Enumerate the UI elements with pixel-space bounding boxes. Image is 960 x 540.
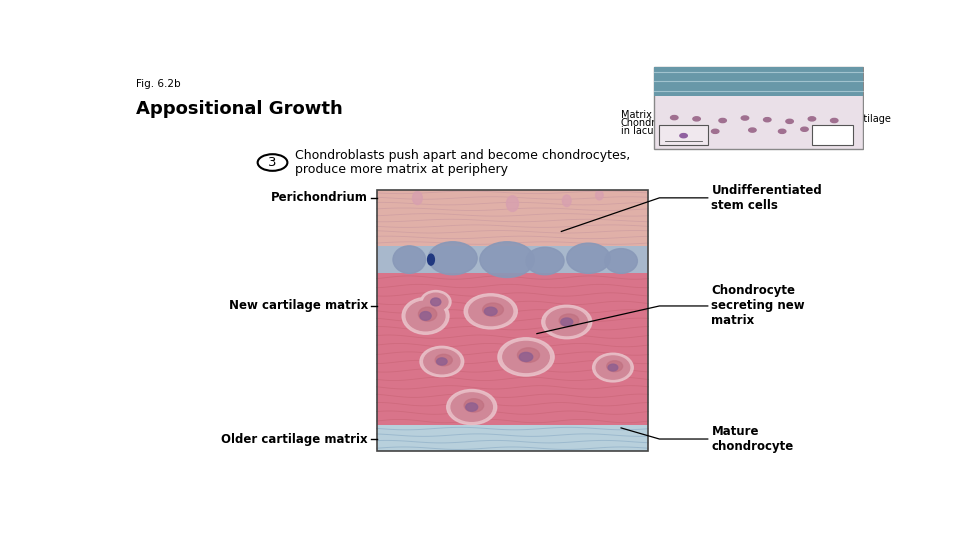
Text: Hyaline cartilage: Hyaline cartilage [808, 114, 891, 124]
Ellipse shape [607, 361, 623, 372]
Ellipse shape [431, 298, 441, 306]
Circle shape [741, 116, 749, 120]
Ellipse shape [596, 356, 630, 379]
Circle shape [830, 118, 838, 123]
Ellipse shape [406, 301, 444, 331]
Ellipse shape [526, 247, 564, 275]
Ellipse shape [592, 353, 634, 382]
Bar [654, 67, 862, 96]
Ellipse shape [419, 307, 437, 321]
Circle shape [680, 133, 687, 138]
Ellipse shape [466, 403, 478, 411]
Bar [812, 125, 852, 145]
Bar [376, 190, 648, 246]
Bar [376, 190, 648, 451]
Ellipse shape [464, 399, 484, 412]
Text: Older cartilage matrix: Older cartilage matrix [221, 433, 368, 446]
Text: produce more matrix at periphery: produce more matrix at periphery [295, 164, 508, 177]
Ellipse shape [413, 192, 422, 205]
Text: Undifferentiated
stem cells: Undifferentiated stem cells [711, 184, 822, 212]
Ellipse shape [605, 248, 637, 273]
Circle shape [682, 127, 689, 131]
Circle shape [693, 117, 701, 121]
Ellipse shape [498, 338, 554, 376]
Ellipse shape [563, 195, 571, 207]
Ellipse shape [420, 291, 451, 313]
Ellipse shape [428, 242, 477, 275]
Circle shape [670, 116, 678, 120]
Ellipse shape [608, 364, 618, 371]
Circle shape [786, 119, 793, 124]
Ellipse shape [423, 349, 460, 374]
Ellipse shape [402, 298, 449, 334]
Text: Fig. 6.2b: Fig. 6.2b [136, 79, 181, 89]
Text: Chondrocyte: Chondrocyte [621, 118, 683, 128]
Text: Perichondrium: Perichondrium [726, 69, 812, 79]
Circle shape [808, 117, 816, 121]
Bar [660, 125, 708, 145]
Bar [654, 67, 862, 149]
Ellipse shape [507, 196, 518, 212]
Ellipse shape [485, 307, 497, 315]
Bar [376, 190, 648, 451]
Circle shape [779, 129, 786, 133]
Ellipse shape [566, 243, 611, 273]
Text: Chondroblasts push apart and become chondrocytes,: Chondroblasts push apart and become chon… [295, 148, 630, 161]
Ellipse shape [435, 354, 452, 366]
Ellipse shape [420, 346, 464, 376]
Ellipse shape [503, 341, 549, 373]
Ellipse shape [451, 393, 492, 421]
Circle shape [827, 129, 834, 133]
Ellipse shape [519, 353, 533, 361]
Ellipse shape [427, 254, 434, 265]
Circle shape [719, 118, 727, 123]
Circle shape [257, 154, 287, 171]
Circle shape [711, 129, 719, 133]
Ellipse shape [559, 314, 579, 327]
Ellipse shape [561, 318, 573, 326]
Ellipse shape [393, 246, 425, 273]
Circle shape [801, 127, 808, 131]
Text: Chondrocyte
secreting new
matrix: Chondrocyte secreting new matrix [711, 285, 805, 327]
Text: New cartilage matrix: New cartilage matrix [228, 300, 368, 313]
Ellipse shape [468, 297, 513, 326]
Ellipse shape [483, 303, 503, 316]
Bar [376, 426, 648, 451]
Ellipse shape [595, 191, 603, 200]
Text: 3: 3 [268, 156, 276, 169]
Text: Appositional Growth: Appositional Growth [136, 100, 343, 118]
Ellipse shape [423, 293, 448, 310]
Ellipse shape [546, 308, 588, 335]
Circle shape [749, 128, 756, 132]
Bar [376, 246, 648, 273]
Text: Perichondrium: Perichondrium [271, 191, 368, 204]
Ellipse shape [420, 312, 431, 320]
Ellipse shape [465, 294, 517, 329]
Ellipse shape [480, 242, 534, 278]
Ellipse shape [517, 348, 540, 362]
Text: Mature
chondrocyte: Mature chondrocyte [711, 425, 794, 453]
Text: Matrix: Matrix [621, 110, 652, 120]
Ellipse shape [437, 358, 447, 365]
Ellipse shape [541, 305, 591, 339]
Text: in lacuna: in lacuna [621, 126, 665, 136]
Ellipse shape [446, 389, 496, 424]
Circle shape [763, 118, 771, 122]
